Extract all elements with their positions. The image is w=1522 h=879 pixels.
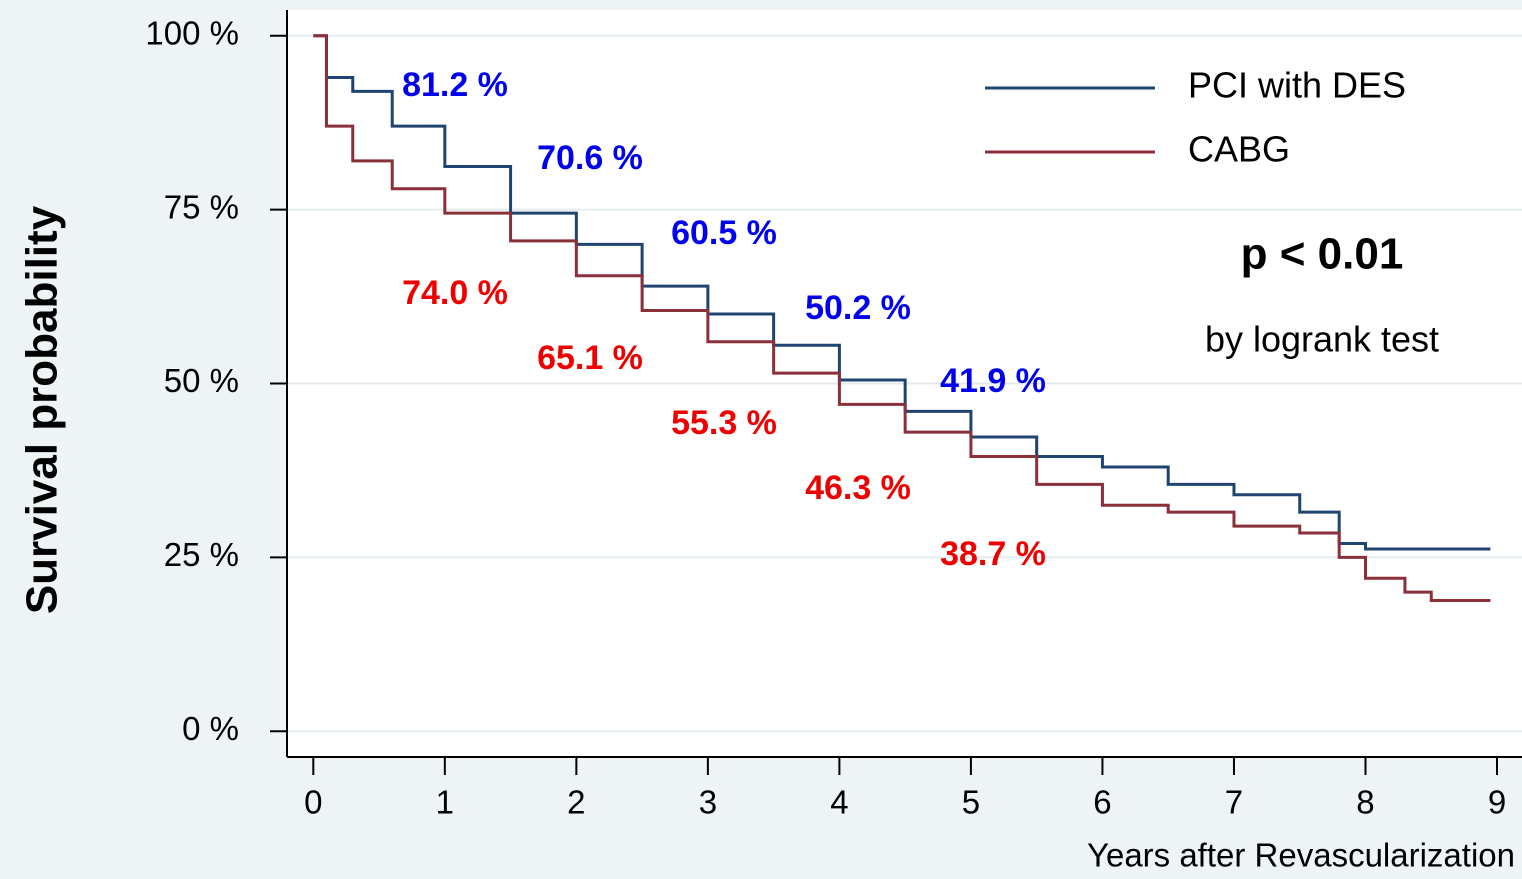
annotation: p < 0.01 <box>1241 230 1404 279</box>
survival-curve <box>313 34 1491 603</box>
x-tick-label: 4 <box>830 784 848 821</box>
x-tick-label: 5 <box>962 784 980 821</box>
x-tick-label: 6 <box>1093 784 1111 821</box>
annotation: 50.2 % <box>805 289 911 327</box>
annotation: by logrank test <box>1205 319 1439 360</box>
legend-label: CABG <box>1188 129 1290 170</box>
y-tick-label: 25 % <box>164 536 239 573</box>
annotation: 70.6 % <box>537 139 643 177</box>
x-tick-label: 9 <box>1488 784 1506 821</box>
annotation: 60.5 % <box>671 214 777 252</box>
annotation: 74.0 % <box>402 274 508 312</box>
survival-curve <box>313 34 1491 551</box>
x-tick-label: 7 <box>1225 784 1243 821</box>
x-axis-label: Years after Revascularization <box>1087 837 1515 874</box>
annotation: 38.7 % <box>940 535 1046 573</box>
annotation: 55.3 % <box>671 404 777 442</box>
annotation: 46.3 % <box>805 469 911 507</box>
y-tick-label: 75 % <box>164 188 239 225</box>
y-axis-label: Survival probability <box>18 205 67 614</box>
annotation: 41.9 % <box>940 362 1046 400</box>
annotation: 65.1 % <box>537 339 643 377</box>
x-tick-label: 2 <box>567 784 585 821</box>
x-tick-label: 3 <box>699 784 717 821</box>
x-tick-label: 0 <box>304 784 322 821</box>
annotation: 81.2 % <box>402 66 508 104</box>
y-tick-label: 50 % <box>164 362 239 399</box>
x-tick-label: 8 <box>1356 784 1374 821</box>
legend-label: PCI with DES <box>1188 65 1406 106</box>
y-tick-label: 0 % <box>182 710 239 747</box>
y-tick-label: 100 % <box>145 14 239 51</box>
x-tick-label: 1 <box>436 784 454 821</box>
